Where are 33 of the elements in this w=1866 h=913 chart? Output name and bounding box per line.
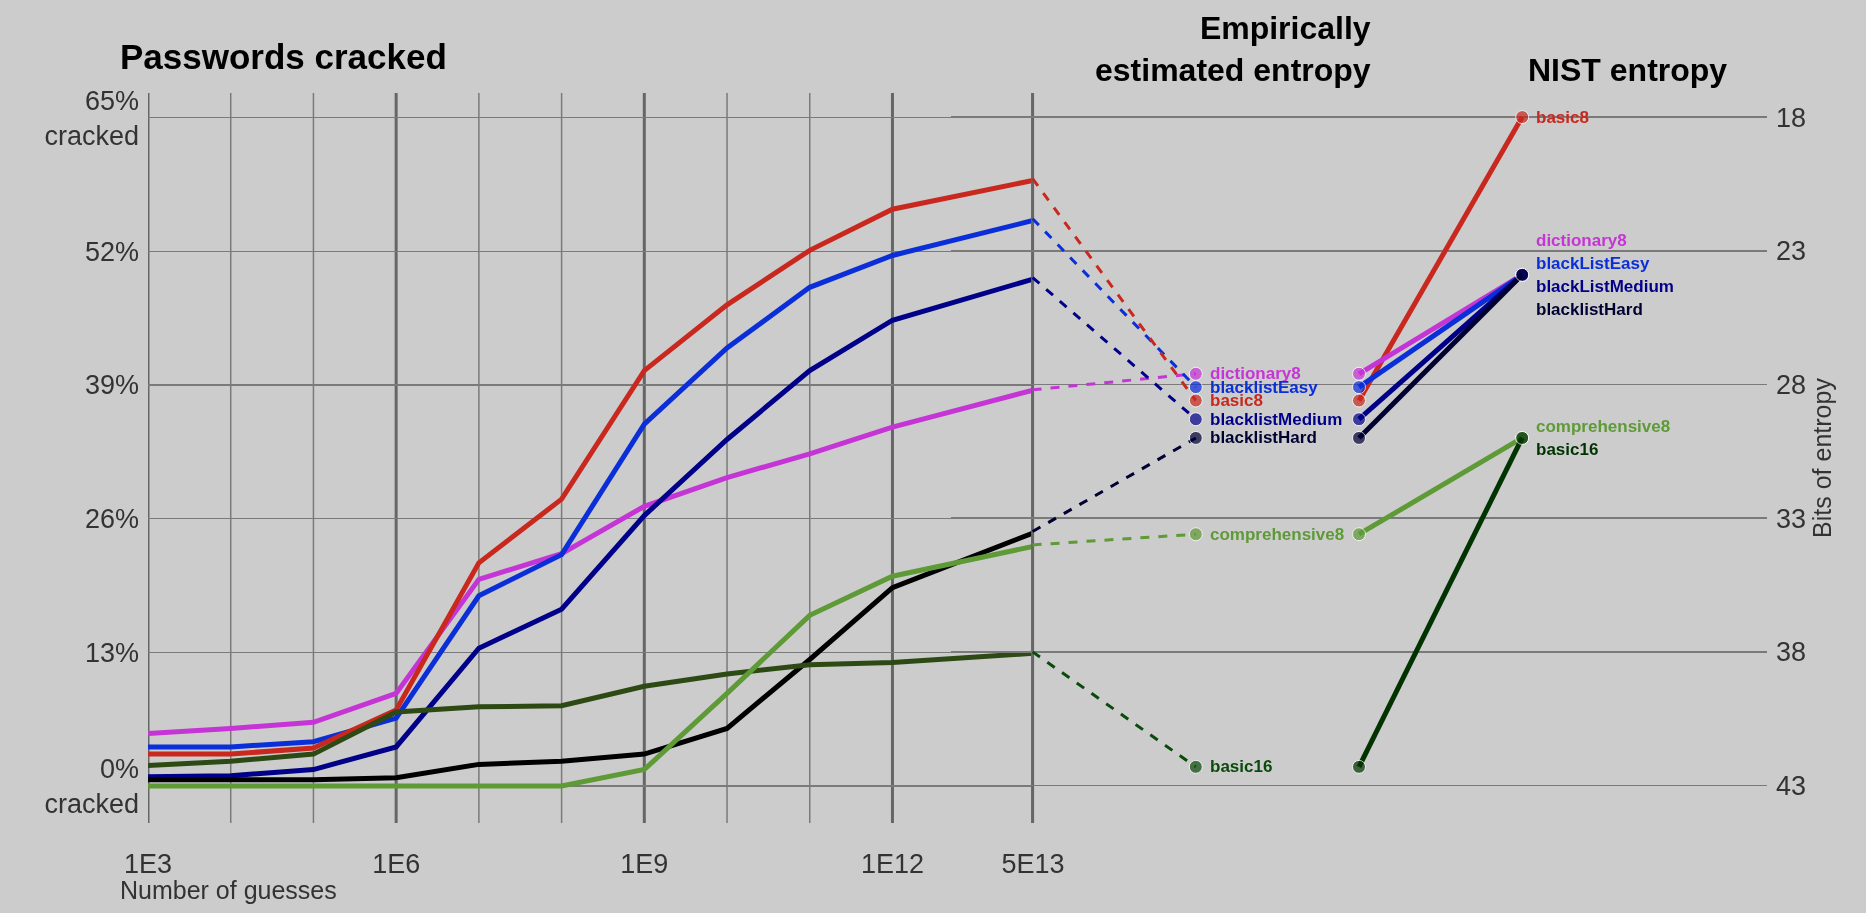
x-tick-label: 1E6 (372, 849, 421, 879)
y-tick-label: 28 (1776, 369, 1807, 400)
series-label: blackListEasy (1536, 254, 1650, 273)
y-tick-label: 23 (1776, 236, 1807, 267)
x-tick-label: 1E3 (123, 849, 173, 879)
series-label: basic16 (1536, 440, 1599, 459)
series-label: comprehensive8 (1210, 525, 1345, 544)
y-tick-label: 26% (84, 504, 139, 535)
y-tick-label: 0% cracked (44, 753, 139, 819)
series-label: blacklistMedium (1210, 410, 1343, 429)
y-tick-label: 65% cracked (44, 85, 139, 151)
x-tick-label: 5E13 (1001, 849, 1065, 879)
series-label: comprehensive8 (1536, 417, 1671, 436)
y-axis-title: Bits of entropy (1808, 377, 1837, 538)
x-tick-label: 1E12 (860, 849, 924, 879)
text: Empirically estimated entropy (1095, 10, 1371, 88)
series-label: basic8 (1536, 108, 1589, 127)
series-label: dictionary8 (1536, 231, 1627, 250)
y-tick-label: 33 (1776, 503, 1807, 534)
series-label: basic16 (1210, 757, 1273, 776)
x-tick-label: 1E9 (620, 849, 669, 879)
series-label: blackListMedium (1536, 277, 1674, 296)
series-label: blacklistHard (1210, 428, 1317, 447)
text: NIST entropy (1528, 52, 1728, 88)
y-tick-label: 38 (1776, 637, 1807, 668)
y-tick-label: 18 (1776, 102, 1807, 133)
series-label: blacklistHard (1536, 300, 1643, 319)
y-tick-label: 43 (1776, 771, 1807, 802)
y-tick-label: 52% (84, 236, 139, 267)
x-axis-title: Number of guesses (120, 876, 337, 904)
y-tick-label: 39% (84, 370, 139, 401)
y-tick-label: 13% (84, 637, 139, 668)
chart-title: Passwords cracked (120, 37, 447, 77)
